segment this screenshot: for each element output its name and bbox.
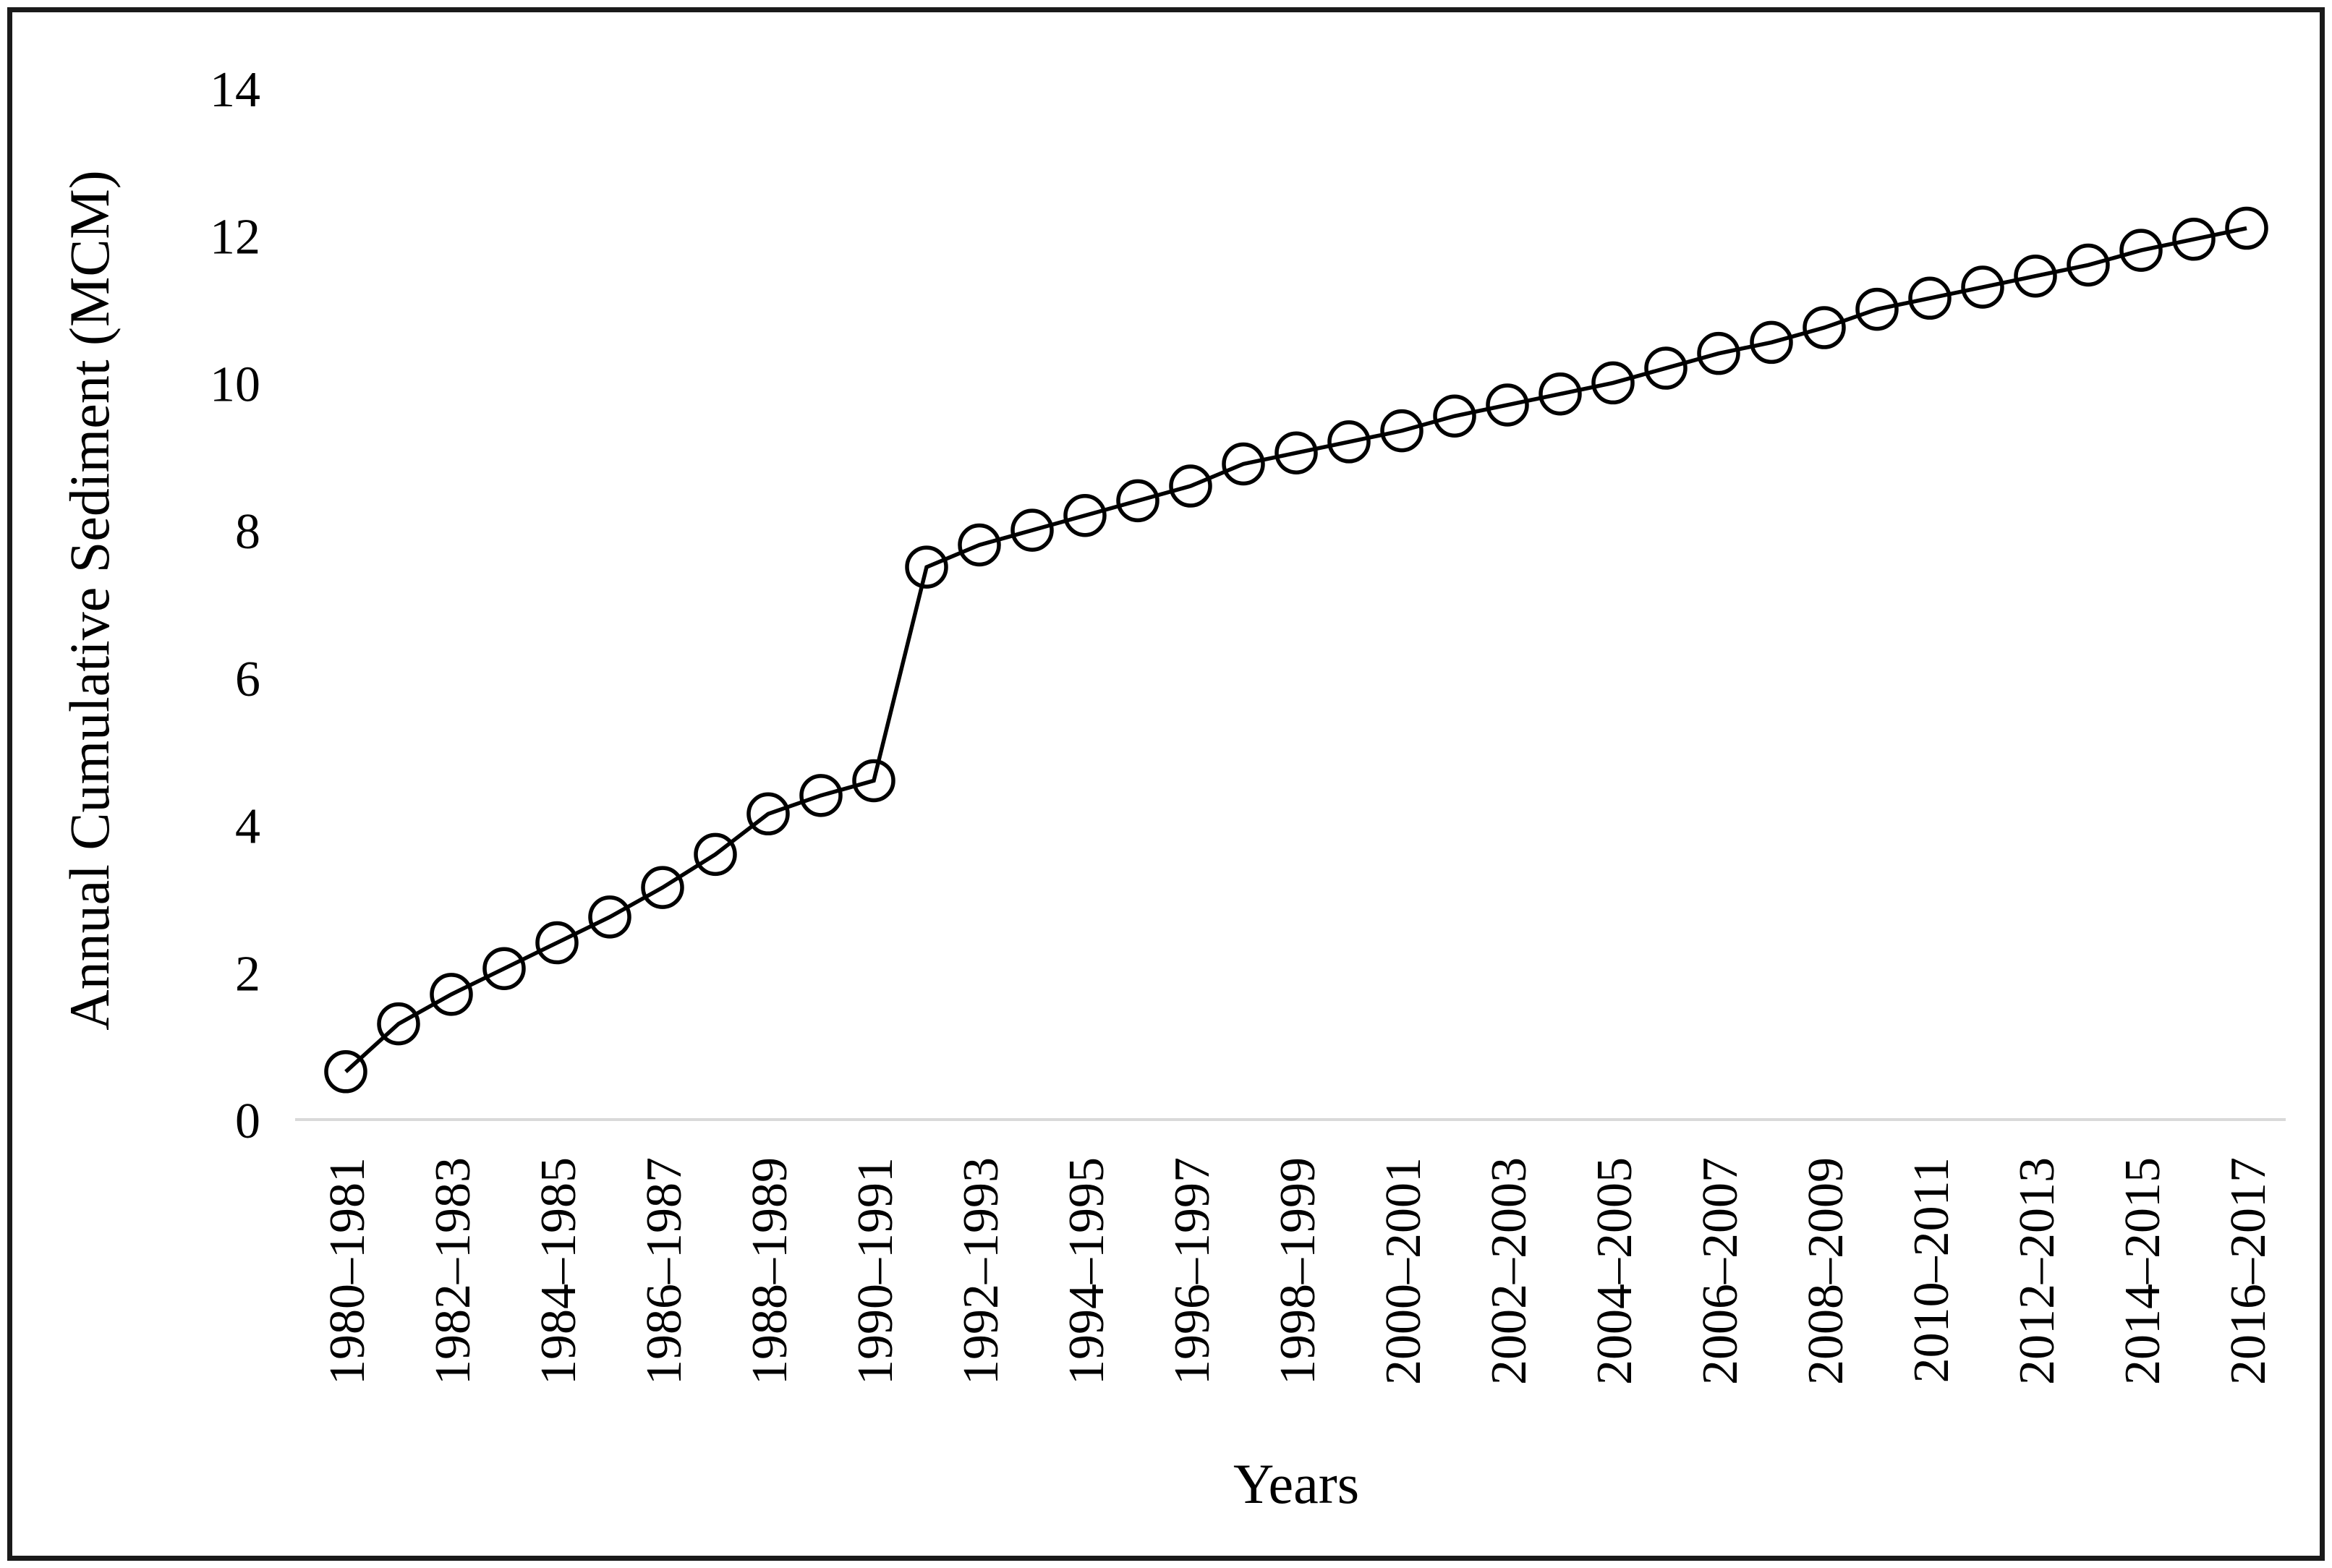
x-tick-label: 1986–1987 (637, 1157, 692, 1385)
data-point-marker (1380, 409, 1424, 453)
x-tick-label: 1984–1985 (531, 1157, 587, 1385)
data-point-marker (1433, 394, 1476, 438)
data-point-marker (1486, 383, 1529, 427)
x-tick-label: 2014–2015 (2115, 1157, 2171, 1385)
data-point-marker (1116, 479, 1159, 523)
x-tick-label: 2002–2003 (1481, 1157, 1537, 1385)
x-tick-label: 2006–2007 (1693, 1157, 1748, 1385)
x-tick-label: 2008–2009 (1798, 1157, 1854, 1385)
data-point-marker (958, 523, 1001, 567)
y-tick-label: 14 (210, 62, 260, 118)
data-point-marker (1010, 508, 1054, 552)
data-point-marker (1855, 287, 1899, 331)
y-tick-label: 4 (235, 799, 260, 855)
x-tick-label: 1994–1995 (1059, 1157, 1115, 1385)
data-point-marker (1274, 431, 1318, 474)
y-axis-tick-labels: 0 2 4 6 8 10 12 14 (210, 62, 260, 1149)
x-tick-label: 1988–1989 (742, 1157, 798, 1385)
figure-border (7, 7, 2325, 1561)
x-tick-label: 1998–1999 (1270, 1157, 1326, 1385)
y-tick-label: 2 (235, 946, 260, 1002)
y-tick-label: 10 (210, 357, 260, 412)
x-tick-label: 2012–2013 (2009, 1157, 2065, 1385)
x-tick-label: 1982–1983 (425, 1157, 481, 1385)
data-point-marker (2172, 218, 2216, 261)
data-point-marker (377, 1002, 420, 1046)
data-point-marker (1961, 265, 2004, 309)
data-point-marker (1169, 464, 1212, 508)
x-tick-label: 2000–2001 (1376, 1157, 1431, 1385)
x-tick-label: 1992–1993 (953, 1157, 1009, 1385)
y-tick-label: 0 (235, 1094, 260, 1149)
data-point-marker (324, 1050, 367, 1094)
data-point-marker (1327, 420, 1371, 464)
data-point-marker (430, 973, 473, 1016)
x-tick-label: 1980–1981 (320, 1157, 375, 1385)
y-tick-label: 8 (235, 504, 260, 560)
x-axis-tick-labels: 1980–1981 1982–1983 1984–1985 1986–1987 1988… (320, 1157, 2276, 1385)
data-point-marker (1908, 276, 1952, 320)
x-tick-label: 2004–2005 (1587, 1157, 1643, 1385)
data-point-marker (2119, 229, 2163, 272)
data-point-marker (482, 947, 526, 990)
data-point-marker (1750, 320, 1793, 365)
x-tick-label: 1996–1997 (1165, 1157, 1220, 1385)
data-point-marker (588, 895, 631, 939)
data-point-marker (1539, 372, 1582, 416)
data-point-marker (1644, 346, 1688, 390)
y-tick-label: 6 (235, 652, 260, 707)
data-point-marker (641, 866, 684, 909)
data-point-marker (694, 832, 737, 877)
data-point-marker (2014, 254, 2057, 298)
data-series (324, 206, 2268, 1094)
x-tick-label: 1990–1991 (848, 1157, 903, 1385)
y-axis-title: Annual Cumulative Sediment (MCM) (58, 170, 121, 1030)
data-point-marker (852, 759, 895, 803)
data-point-marker (535, 921, 579, 965)
data-point-marker (2225, 206, 2268, 250)
data-point-marker (799, 774, 843, 817)
x-axis-title: Years (1233, 1452, 1359, 1515)
data-point-marker (1591, 361, 1635, 405)
data-point-marker (1803, 306, 1846, 349)
series-line (344, 226, 2247, 1073)
data-point-marker (1697, 331, 1740, 375)
data-point-marker (2067, 243, 2110, 287)
y-tick-label: 12 (210, 210, 260, 265)
data-point-marker (1063, 494, 1107, 537)
data-point-marker (905, 545, 948, 589)
data-point-marker (746, 792, 790, 836)
data-point-marker (1222, 442, 1265, 486)
x-tick-label: 2010–2011 (1904, 1157, 1959, 1383)
x-tick-label: 2016–2017 (2221, 1157, 2276, 1385)
